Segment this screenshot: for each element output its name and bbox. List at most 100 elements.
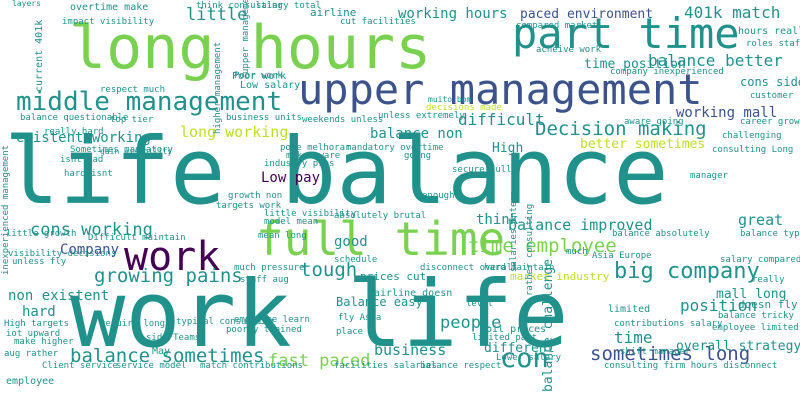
word-middle-management: middle management bbox=[16, 87, 282, 117]
word-position: position bbox=[680, 296, 757, 315]
word-shift-manager: shift manager bbox=[620, 347, 691, 357]
word-oil-prices: oil prices bbox=[486, 324, 546, 335]
word-may: May bbox=[152, 346, 170, 357]
word-contributions-salary: contributions salary bbox=[614, 319, 723, 329]
word-rather-consulting: rather consulting bbox=[525, 204, 535, 296]
word-weekends-unless: weekends unless bbox=[302, 115, 383, 125]
word-limited-part: limited part bbox=[472, 333, 537, 343]
word-balance-tricky: balance tricky bbox=[718, 311, 794, 321]
word-gain-visibility: gain visibility bbox=[100, 147, 172, 156]
word-company: Company bbox=[60, 242, 119, 258]
word-employee-learn: employee learn bbox=[234, 315, 310, 325]
word-hours-really: hours really bbox=[738, 26, 800, 37]
word-salaries-intern: salaries intern bbox=[509, 191, 519, 272]
word-going: going bbox=[404, 151, 431, 161]
word-model-mean: model mean bbox=[264, 217, 318, 227]
word-side-teams: side Teams bbox=[146, 333, 200, 343]
word-low-salary: Low salary bbox=[240, 80, 300, 91]
word-level: level bbox=[466, 299, 493, 309]
word-decision-making: Decision making bbox=[535, 118, 707, 140]
word-roles-staff: roles staff bbox=[746, 39, 800, 49]
word-little-growth: little growth bbox=[6, 229, 76, 239]
word-upper-management: upper management bbox=[298, 65, 703, 114]
word-different: different bbox=[484, 341, 554, 356]
word-airline: airline bbox=[310, 6, 356, 19]
word-impact-visibility: impact visibility bbox=[62, 17, 155, 27]
word-balance-absolutely: balance absolutely bbox=[612, 229, 710, 239]
word-doesn-fly: doesn fly bbox=[738, 298, 798, 311]
word-better-sometimes: better sometimes bbox=[580, 137, 705, 152]
word-make-aware: make aware bbox=[286, 151, 340, 161]
word-poor-work: Poor work bbox=[232, 71, 286, 82]
word-require-long: require long bbox=[100, 319, 165, 329]
word-difficult: difficult bbox=[458, 110, 545, 129]
word-employee-limited: employee limited bbox=[712, 323, 799, 333]
word-compared-market: compared market bbox=[516, 21, 597, 31]
word-high-targets: High targets bbox=[4, 319, 69, 329]
word-business: business bbox=[374, 341, 446, 359]
word-consulting-long: consulting Long bbox=[712, 145, 793, 155]
word-long-working: long working bbox=[180, 123, 288, 141]
word-hard: hard bbox=[22, 304, 56, 320]
word-layers: layers bbox=[12, 0, 41, 8]
word-much: much bbox=[566, 247, 588, 257]
word-decisions-made: decisions made bbox=[426, 103, 502, 113]
word-muito-bom: muito bom bbox=[428, 95, 472, 104]
word-upper-management-small: upper management bbox=[241, 0, 251, 74]
word-prices-cut: prices cut bbox=[360, 270, 426, 283]
word-limited: limited bbox=[608, 304, 650, 315]
word-career-growth: career growth bbox=[740, 117, 800, 127]
word-company-inexperienced: company inexperienced bbox=[610, 67, 724, 77]
word-little: little bbox=[186, 5, 247, 25]
word-top-tier: top tier bbox=[110, 115, 154, 125]
word-aware-going: aware going bbox=[624, 117, 684, 127]
word-part-time: part time bbox=[512, 9, 740, 58]
word-business-units: business units bbox=[226, 113, 302, 123]
word-life-balance: life balance bbox=[4, 118, 669, 225]
word-fast-paced: fast paced bbox=[268, 351, 370, 371]
word-acheive-work: acheive work bbox=[536, 45, 602, 55]
word-airline-doesn: airline doesn bbox=[374, 288, 452, 299]
word-little-visibility: little visibility bbox=[264, 209, 357, 219]
word-sometimes-mandatory: Sometimes mandatory bbox=[70, 145, 174, 155]
word-really-hard: really hard bbox=[44, 127, 104, 137]
word-unless-fly: unless fly bbox=[12, 257, 67, 267]
word-balance-improved: balance improved bbox=[508, 216, 653, 234]
word-staff-aug: staff aug bbox=[240, 275, 289, 285]
word-absolutely-brutal: absolutely brutal bbox=[334, 211, 426, 221]
word-customer: customer bbox=[750, 91, 794, 101]
word-overtime-make: overtime make bbox=[70, 2, 148, 13]
word-big-company: big company bbox=[614, 259, 760, 284]
word-poorly-trained: poorly trained bbox=[226, 325, 302, 335]
word-typical-consulting: typical consulting bbox=[176, 317, 274, 327]
word-growing-pains: growing pains bbox=[94, 265, 243, 287]
word-mean-long: mean long bbox=[258, 231, 307, 241]
word-tough: tough bbox=[300, 259, 357, 281]
word-isnt-bad: isnt bad bbox=[60, 155, 103, 165]
word-schedule: schedule bbox=[334, 255, 377, 265]
word-non-existent: non existent bbox=[8, 288, 109, 304]
word-client-service: Client service bbox=[42, 361, 118, 371]
word-difficult-maintain: Difficult maintain bbox=[88, 233, 186, 243]
word-facilities-salaries: facilities salaries bbox=[334, 361, 437, 371]
word-low-pay: Low pay bbox=[261, 170, 320, 186]
word-people: people bbox=[440, 313, 501, 333]
word-hard-isnt: hard isnt bbox=[64, 169, 113, 179]
word-401k-match: 401k match bbox=[684, 3, 780, 22]
word-balance-better: balance better bbox=[648, 51, 783, 70]
word-lower-salary: Lower salary bbox=[496, 353, 562, 363]
word-targets-work: targets work bbox=[216, 201, 282, 211]
word-pode-melhorar: pode melhorar bbox=[280, 143, 351, 153]
word-consulting-firm-hours-disconnect: consulting firm hours disconnect bbox=[604, 361, 777, 371]
word-overall-strategy: overall strategy bbox=[676, 339, 800, 354]
word-balance-questionable: balance questionable bbox=[20, 113, 128, 123]
word-aug-rather: aug rather bbox=[4, 349, 59, 359]
word-think-consulting: think consulting bbox=[196, 1, 283, 11]
word-working-hours: working hours bbox=[398, 6, 508, 22]
word-existent-working: existent working bbox=[16, 130, 151, 146]
word-think: think bbox=[476, 212, 519, 228]
word-work: work bbox=[124, 234, 220, 280]
word-balance-sometimes: balance sometimes bbox=[70, 345, 264, 367]
word-inexperienced-management: inexperienced management bbox=[1, 145, 11, 275]
